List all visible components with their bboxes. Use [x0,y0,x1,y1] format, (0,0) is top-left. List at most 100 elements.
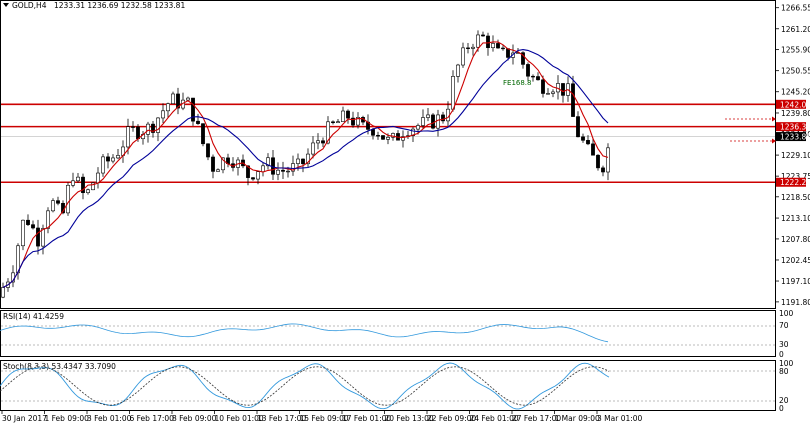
candle-bull [266,157,270,167]
candle-bull [606,147,610,173]
candle-bear [536,76,540,81]
candle-bear [466,47,470,49]
candle-bear [531,75,535,78]
candle-bull [356,117,360,126]
time-tick-label: 3 Mar 01:00 [597,414,643,423]
candle-bull [171,93,175,104]
candle-bear [81,176,85,194]
time-tick-label: 1 Feb 09:00 [45,414,90,423]
candle-bear [501,47,505,50]
candle-bear [251,177,255,180]
chevron-down-icon[interactable] [3,3,9,7]
candle-bull [326,121,330,144]
candle-bull [71,180,75,186]
price-axis: 1266.55 1261.20 1255.90 1250.55 1245.20 1239.… [775,4,810,307]
candle-bull [161,110,165,119]
price-tick-label: 1197.10 [781,277,810,286]
candle-bear [176,93,180,109]
price-tick-label: 1261.20 [781,25,810,34]
candle-bear [596,154,600,169]
candle-bear [211,156,215,172]
candle-bull [416,125,420,130]
ohlc-readout: 1233.31 1236.69 1232.58 1233.81 [54,1,185,10]
candle-bull [391,133,395,138]
candle-bear [191,97,195,122]
candle-bull [491,43,495,49]
price-tick-label: 1202.45 [781,256,810,265]
time-tick-label: 27 Feb 17:00 [512,414,561,423]
candle-bear [321,140,325,144]
price-tag-bg [776,99,806,109]
price-tick-label: 1266.55 [781,4,810,13]
candle-bull [186,97,190,101]
candle-bear [381,135,385,140]
price-tick-label: 1245.20 [781,88,810,97]
rsi-tick-30: 30 [779,340,789,349]
candle-bull [1,287,5,298]
price-tick-label: 1213.10 [781,214,810,223]
price-tick-label: 1229.10 [781,151,810,160]
candle-bear [481,34,485,37]
candle-bear [581,136,585,141]
candle-bull [386,137,390,140]
candle-bear [206,143,210,158]
candle-bull [451,76,455,110]
stoch-signal-line [0,366,610,406]
candle-bear [246,165,250,178]
candle-bear [56,200,60,204]
candle-bull [86,189,90,194]
candle-bear [521,52,525,65]
candle-bear [151,123,155,133]
time-tick-label: 24 Feb 01:00 [470,414,519,423]
price-tick-label: 1218.50 [781,193,810,202]
candle-bull [76,176,80,182]
candle-bear [486,35,490,49]
candle-bear [576,116,580,138]
candle-bull [311,142,315,155]
candle-bear [136,126,140,140]
candle-bull [436,114,440,129]
price-tag-bg [776,122,806,132]
stoch-tick-80: 80 [779,367,789,376]
ma-slow-line [2,49,609,288]
candle-bear [196,120,200,124]
candle-bull [256,171,260,180]
candle-bull [276,169,280,175]
time-tick-label: 10 Feb 01:00 [215,414,264,423]
rsi-line [0,323,609,343]
candle-bull [51,200,55,212]
arrow-head-icon [772,138,776,144]
candle-bear [506,48,510,58]
candle-bull [21,219,25,247]
stoch-tick-100: 100 [779,359,794,368]
candle-bear [131,126,135,128]
main-pane-frame [0,0,776,309]
price-tag-label: 1222.20 [780,178,810,187]
candle-bull [156,117,160,133]
candle-bull [471,46,475,49]
price-tag-bg [776,132,806,142]
dotted-arrows [725,116,776,144]
candle-bear [496,43,500,49]
candle-bull [291,163,295,172]
candle-bull [476,34,480,48]
candle-bull [306,153,310,165]
time-tick-label: 17 Feb 01:00 [342,414,391,423]
price-tick-label: 1207.80 [781,235,810,244]
candle-bear [351,117,355,126]
candle-bear [601,167,605,173]
symbol-label: GOLD,H4 [12,1,47,10]
candle-bear [591,143,595,156]
candle-bull [66,184,70,214]
fib-label: FE168.8 [503,79,532,87]
price-tick-label: 1255.90 [781,46,810,55]
time-tick-label: 3 Feb 01:00 [87,414,132,423]
candle-bull [166,103,170,112]
candle-bull [316,140,320,144]
price-tag-label: 1233.81 [780,133,810,142]
price-tick-label: 1250.55 [781,67,810,76]
time-tick-label: 13 Feb 17:00 [257,414,306,423]
candle-bear [376,134,380,137]
